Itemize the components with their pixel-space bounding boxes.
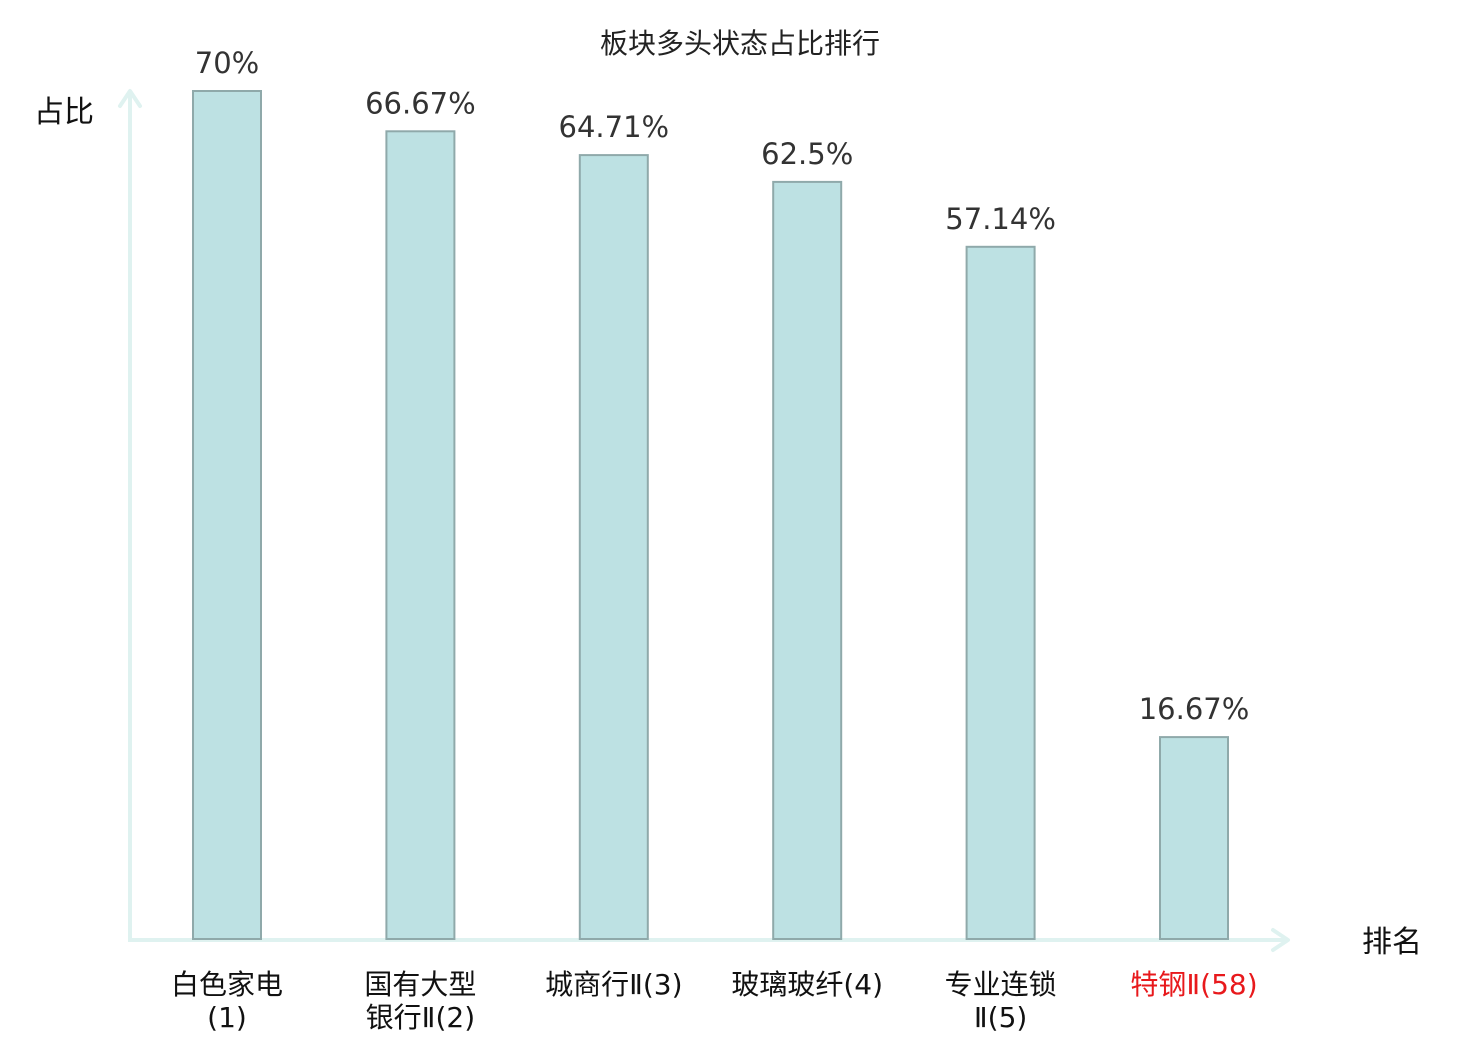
category-label-5-line-2: Ⅱ(5) [974, 1001, 1027, 1034]
bar-4 [772, 180, 843, 940]
x-axis [128, 928, 1290, 952]
bar-5 [965, 245, 1036, 941]
bar-6 [1159, 736, 1229, 940]
bar-series [192, 90, 1229, 941]
chart-title: 板块多头状态占比排行 [600, 27, 880, 60]
value-label-4: 62.5% [761, 137, 853, 171]
category-label-6: 特钢Ⅱ(58) [1130, 968, 1257, 1001]
category-label-5-line-1: 专业连锁 [945, 968, 1057, 1001]
value-label-2: 66.67% [365, 86, 476, 120]
bar-2 [385, 130, 456, 941]
category-label-4: 玻璃玻纤(4) [731, 968, 883, 1001]
category-label-3: 城商行Ⅱ(3) [545, 968, 682, 1001]
value-label-5: 57.14% [945, 202, 1056, 236]
y-axis-label: 占比 [34, 95, 94, 130]
y-axis [118, 89, 142, 940]
category-label-2-line-1: 国有大型 [364, 968, 476, 1001]
bar-1 [192, 90, 262, 940]
x-axis-arrow [1271, 928, 1290, 952]
value-label-3: 64.71% [559, 110, 670, 144]
bar-3 [578, 154, 649, 941]
y-axis-arrow [118, 89, 142, 108]
value-label-1: 70% [195, 46, 259, 80]
category-label-2-line-2: 银行Ⅱ(2) [366, 1001, 475, 1034]
value-label-6: 16.67% [1139, 692, 1250, 726]
x-axis-label: 排名 [1362, 925, 1422, 960]
category-label-1-line-1: 白色家电 [171, 968, 283, 1001]
category-label-1-line-2: (1) [207, 1001, 247, 1034]
value-labels: 70% 66.67% 64.71% 62.5% 57.14% 16.67% [195, 46, 1250, 726]
